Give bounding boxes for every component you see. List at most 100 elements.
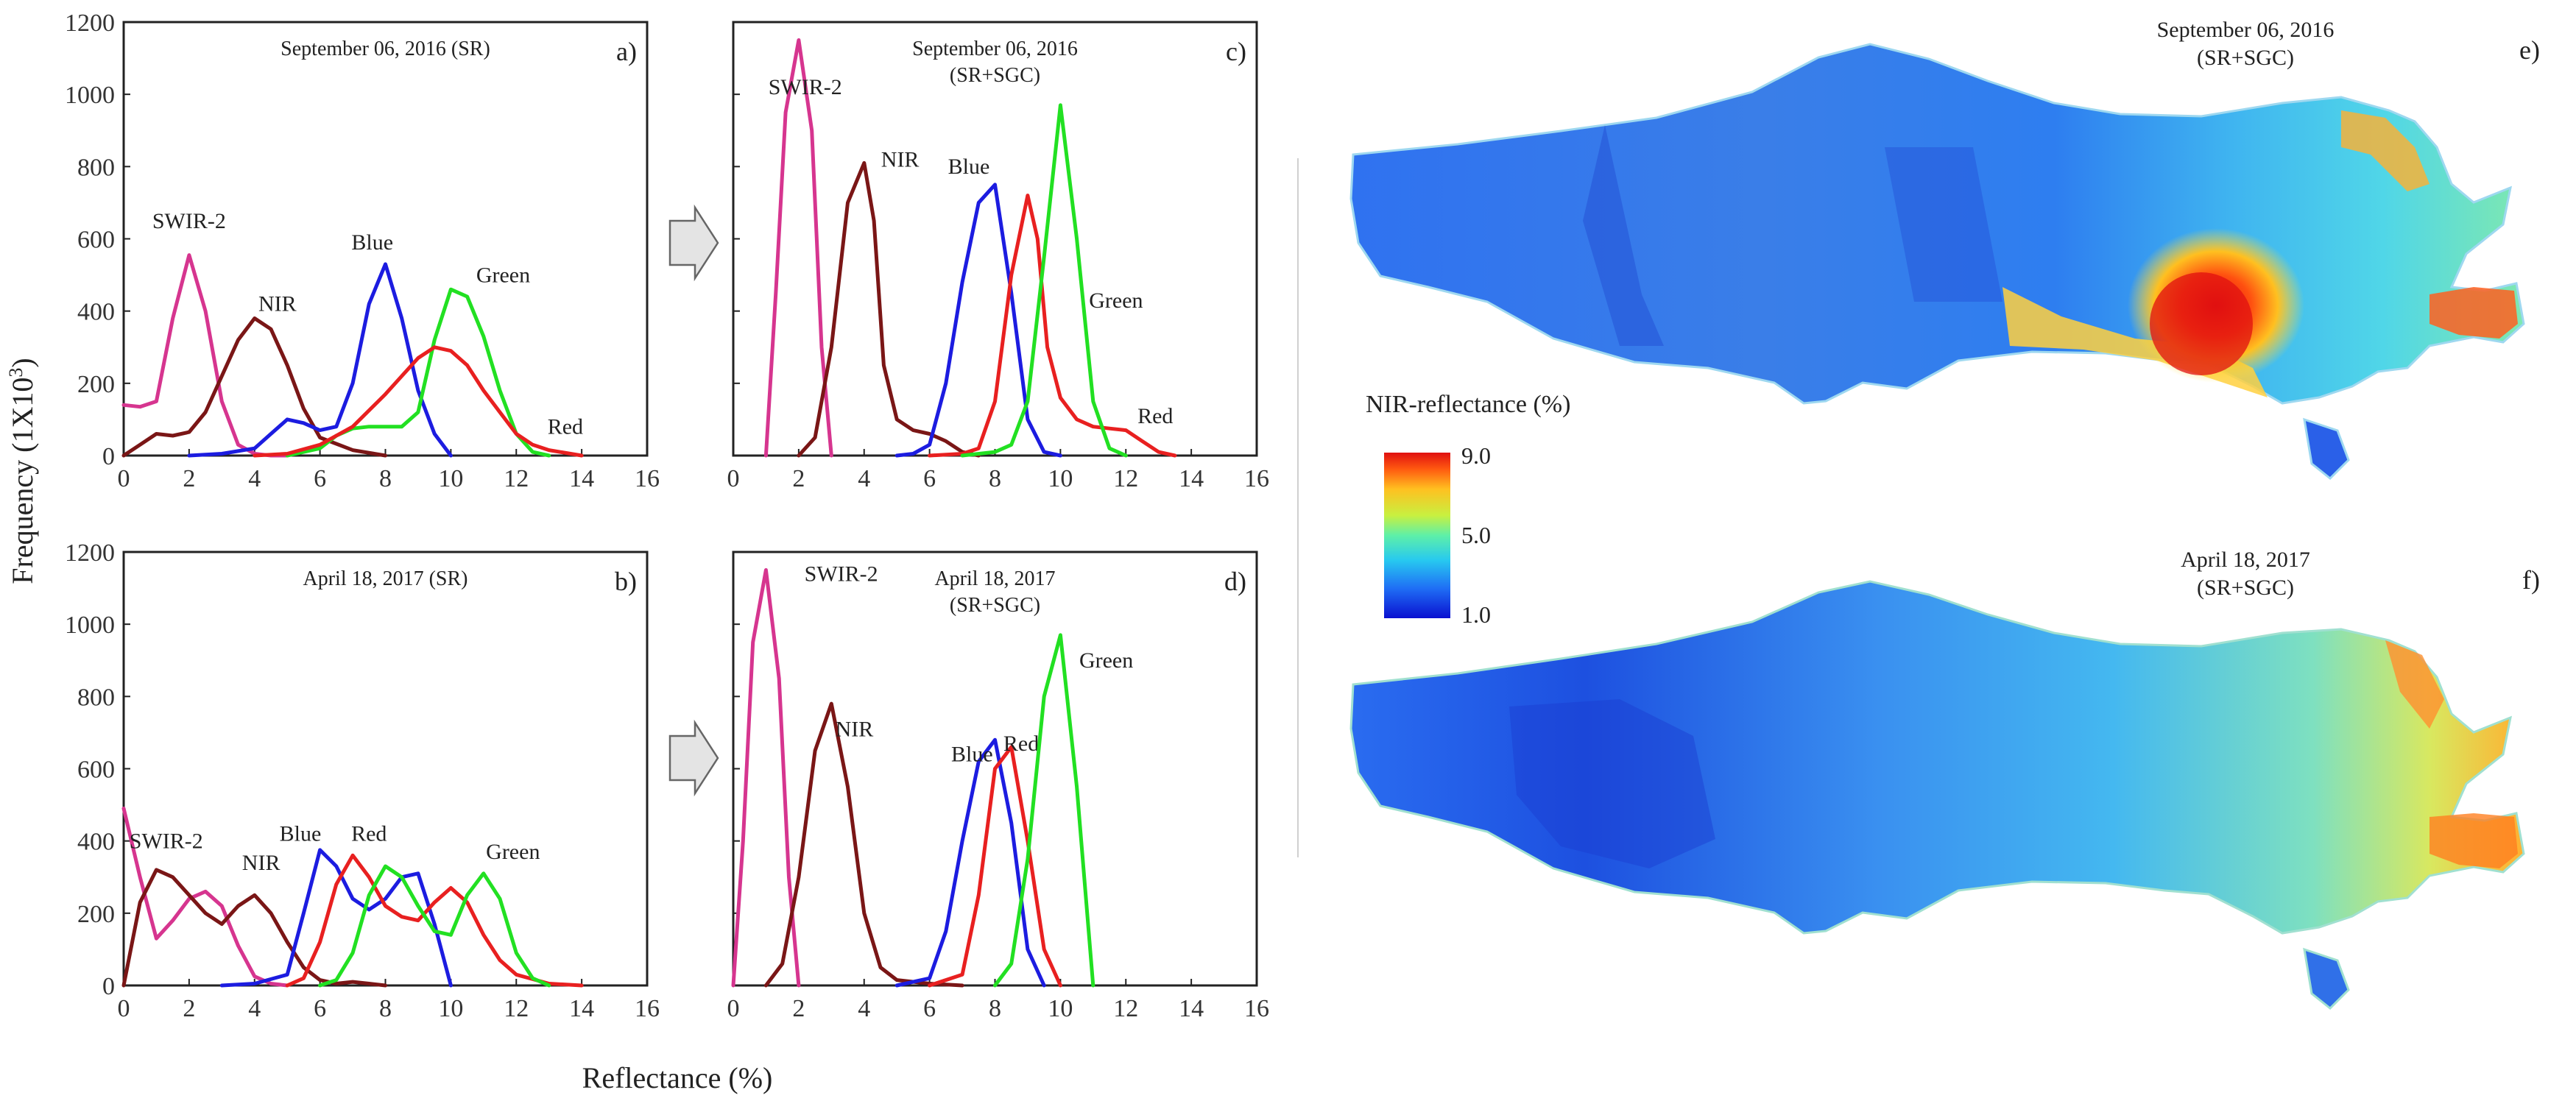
x-axis-label: Reflectance (%) — [582, 1061, 773, 1094]
x-tick-label: 12 — [504, 995, 529, 1022]
y-tick-label: 600 — [77, 757, 115, 784]
series-label-green: Green — [1089, 288, 1143, 313]
x-tick-label: 2 — [792, 995, 805, 1022]
map-panel-e: September 06, 2016 (SR+SGC) e) — [1349, 18, 2540, 481]
x-tick-label: 14 — [1179, 995, 1204, 1022]
series-line-swir-2 — [763, 38, 833, 458]
dark-water-patch — [1885, 147, 2002, 302]
x-tick-label: 6 — [923, 995, 936, 1022]
series-line-blue — [894, 737, 1046, 988]
series-line-swir-2 — [121, 253, 289, 458]
chart-panel-c: 0 2 4 6 8 10 12 14 16 SWIR-2 NIR Blue Red Green Septem… — [727, 21, 1269, 492]
series-label-swir-2: SWIR-2 — [805, 562, 878, 586]
y-axis-label: Frequency (1X103) — [5, 358, 39, 584]
colorbar-max-label: 9.0 — [1461, 442, 1491, 469]
y-tick-label: 1000 — [65, 612, 115, 639]
x-tick-label: 14 — [569, 995, 594, 1022]
y-tick-label: 600 — [77, 227, 115, 254]
panel-title: (SR+SGC) — [950, 64, 1040, 87]
x-tick-label: 4 — [858, 465, 870, 492]
map-title-line1: September 06, 2016 — [2157, 18, 2335, 42]
x-tick-label: 0 — [727, 465, 740, 492]
y-tick-label: 1000 — [65, 82, 115, 109]
sediment-plume-core — [2150, 272, 2253, 375]
series-label-swir-2: SWIR-2 — [769, 75, 842, 99]
series-line-blue — [219, 848, 453, 988]
x-tick-label: 4 — [248, 995, 261, 1022]
series-label-red: Red — [1003, 732, 1039, 756]
panel-tag: c) — [1226, 37, 1246, 66]
y-tick-label: 800 — [77, 154, 115, 181]
x-tick-label: 2 — [183, 995, 195, 1022]
series-label-red: Red — [548, 415, 583, 439]
series-line-blue — [894, 183, 1062, 458]
series-line-nir — [121, 868, 387, 988]
x-tick-label: 16 — [1244, 465, 1269, 492]
x-tick-label: 0 — [118, 465, 130, 492]
lake-map-f — [1349, 580, 2525, 935]
y-tick-label: 400 — [77, 299, 115, 326]
shoreline-zone — [2385, 640, 2444, 729]
panel-title: (SR+SGC) — [950, 594, 1040, 617]
x-tick-label: 8 — [989, 465, 1001, 492]
series-line-red — [928, 194, 1177, 458]
series-label-blue: Blue — [948, 155, 990, 179]
x-tick-label: 6 — [314, 465, 326, 492]
series-label-green: Green — [486, 840, 540, 864]
colorbar-mid-label: 5.0 — [1461, 522, 1491, 548]
x-tick-label: 4 — [248, 465, 261, 492]
shoreline-zone — [2341, 110, 2429, 191]
series-label-blue: Blue — [951, 743, 993, 767]
series-label-nir: NIR — [836, 717, 874, 741]
chart-panel-d: 0 2 4 6 8 10 12 14 16 SWIR-2 NIR Blue Red Green April … — [727, 550, 1269, 1022]
chart-panel-b: 0 2 4 6 8 10 12 14 16 0 200 400 600 800 1000 1200 SWIR-2… — [65, 539, 660, 1022]
x-tick-label: 12 — [504, 465, 529, 492]
x-tick-label: 8 — [989, 995, 1001, 1022]
series-label-red: Red — [1137, 404, 1173, 428]
arrow-right-icon — [668, 204, 719, 282]
x-tick-label: 6 — [923, 465, 936, 492]
x-tick-label: 12 — [1113, 995, 1138, 1022]
x-tick-label: 10 — [1048, 465, 1073, 492]
series-line-green — [318, 864, 551, 988]
plot-frame — [122, 550, 649, 987]
x-tick-label: 16 — [1244, 995, 1269, 1022]
series-line-nir — [121, 316, 387, 458]
series-line-red — [253, 345, 584, 458]
x-tick-label: 16 — [635, 995, 660, 1022]
y-tick-label: 800 — [77, 684, 115, 711]
colorbar-min-label: 1.0 — [1461, 601, 1491, 628]
x-tick-label: 0 — [118, 995, 130, 1022]
series-label-red: Red — [351, 822, 387, 846]
x-tick-label: 2 — [183, 465, 195, 492]
x-tick-label: 16 — [635, 465, 660, 492]
series-label-nir: NIR — [242, 851, 280, 875]
panel-title: April 18, 2017 — [934, 567, 1055, 590]
shoreline-zone — [2429, 813, 2518, 868]
colorbar: NIR-reflectance (%) 9.0 5.0 1.0 — [1366, 391, 1570, 628]
panel-tag: e) — [2519, 35, 2540, 65]
y-tick-label: 1200 — [65, 10, 115, 37]
x-tick-label: 14 — [1179, 465, 1204, 492]
y-tick-label: 1200 — [65, 539, 115, 567]
panel-title: April 18, 2017 (SR) — [303, 567, 468, 590]
y-tick-label: 0 — [102, 443, 115, 470]
series-label-blue: Blue — [351, 230, 393, 255]
arrow-right-icon — [668, 719, 719, 797]
x-tick-label: 4 — [858, 995, 870, 1022]
map-title-line1: April 18, 2017 — [2181, 548, 2310, 572]
map-title-line2: (SR+SGC) — [2197, 576, 2294, 600]
x-tick-label: 10 — [1048, 995, 1073, 1022]
lake-inlet — [2303, 417, 2350, 481]
x-tick-label: 2 — [792, 465, 805, 492]
x-tick-label: 6 — [314, 995, 326, 1022]
panel-tag: f) — [2522, 565, 2540, 595]
x-tick-label: 8 — [379, 995, 392, 1022]
series-label-nir: NIR — [881, 147, 920, 171]
dark-water-patch — [1509, 699, 1715, 868]
series-line-swir-2 — [121, 807, 289, 988]
series-label-green: Green — [476, 263, 530, 287]
series-line-swir-2 — [731, 568, 801, 988]
x-tick-label: 10 — [438, 465, 463, 492]
x-tick-label: 14 — [569, 465, 594, 492]
